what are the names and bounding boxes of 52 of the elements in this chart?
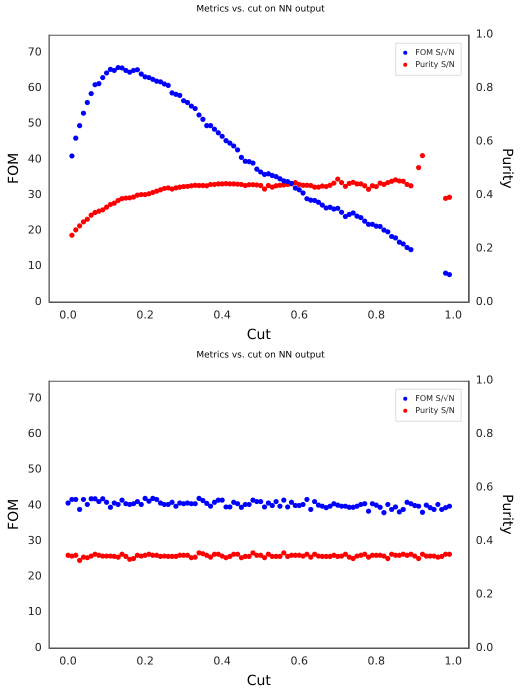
y-tick-label: 10 [28, 259, 42, 272]
y-tick-label: 30 [28, 188, 42, 201]
x-tick-label: 0.6 [290, 308, 308, 322]
y-tick-label: 10 [28, 605, 42, 618]
x-tick-label: 0.4 [213, 654, 231, 668]
y-tick-label: 60 [28, 427, 42, 440]
x-tick-label: 0.8 [368, 654, 385, 668]
y-tick-label: 50 [28, 462, 42, 476]
y2-tick-label: 0.4 [476, 534, 494, 547]
x-tick-label: 1.0 [444, 654, 462, 668]
y2-tick-label: 0.6 [476, 134, 494, 148]
y2-tick-label: 0.6 [476, 480, 494, 494]
y2-tick-label: 0.4 [476, 188, 494, 201]
x-axis-title: Cut [246, 673, 272, 690]
x-tick-label: 0.8 [368, 308, 385, 322]
y2-tick-label: 0.8 [476, 427, 494, 440]
y-tick-label: 30 [28, 534, 42, 547]
x-tick-label: 1.0 [444, 308, 462, 322]
y2-tick-label: 0.2 [476, 587, 494, 600]
x-axis-title: Cut [246, 327, 272, 344]
y-tick-label: 0 [34, 640, 42, 654]
x-tick-label: 0.0 [59, 308, 77, 322]
y-tick-label: 0 [34, 294, 42, 308]
y-tick-label: 60 [28, 81, 42, 94]
y2-tick-label: 0.8 [476, 81, 494, 94]
y-tick-label: 40 [28, 498, 42, 512]
y2-tick-label: 0.0 [476, 294, 494, 308]
y2-tick-label: 0.2 [476, 241, 494, 254]
y-axis-title: FOM [6, 152, 22, 184]
x-tick-label: 0.0 [59, 654, 77, 668]
y-tick-label: 70 [28, 45, 42, 58]
y2-tick-label: 1.0 [476, 28, 494, 41]
y-tick-label: 70 [28, 391, 42, 404]
y2-axis-title: Purity [498, 494, 515, 535]
chart-title: Metrics vs. cut on NN output [196, 350, 326, 361]
x-tick-label: 0.2 [136, 654, 154, 668]
x-tick-label: 0.6 [290, 654, 308, 668]
legend-label: Purity S/N [415, 60, 455, 69]
y-axis-title: FOM [6, 498, 22, 530]
y-tick-label: 20 [28, 224, 42, 237]
legend-label: FOM S/√N [415, 394, 454, 403]
y-tick-label: 40 [28, 152, 42, 166]
chart-title: Metrics vs. cut on NN output [196, 4, 326, 15]
y2-tick-label: 1.0 [476, 374, 494, 387]
x-tick-label: 0.4 [213, 308, 231, 322]
x-tick-label: 0.2 [136, 308, 154, 322]
y-tick-label: 50 [28, 116, 42, 130]
legend-label: FOM S/√N [415, 48, 454, 57]
y2-axis-title: Purity [498, 148, 515, 189]
y2-tick-label: 0.0 [476, 640, 494, 654]
legend-label: Purity S/N [415, 406, 455, 415]
y-tick-label: 20 [28, 570, 42, 583]
